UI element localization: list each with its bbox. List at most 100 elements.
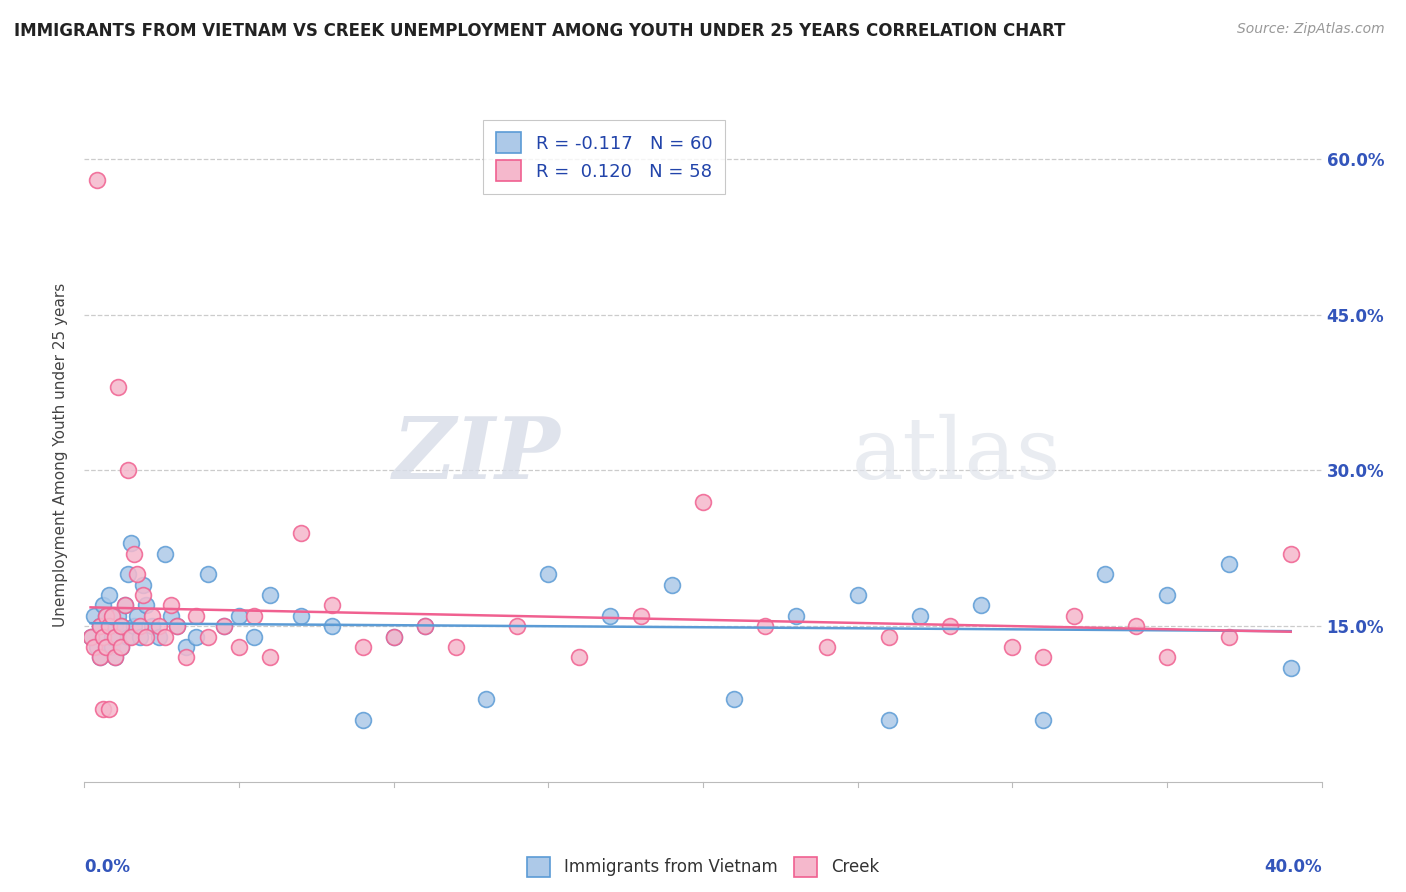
- Point: [1156, 588, 1178, 602]
- Point: [754, 619, 776, 633]
- Point: [166, 619, 188, 633]
- Point: [86, 640, 108, 654]
- Point: [101, 640, 124, 654]
- Point: [104, 619, 127, 633]
- Point: [599, 608, 621, 623]
- Point: [117, 463, 139, 477]
- Text: atlas: atlas: [852, 413, 1060, 497]
- Point: [101, 630, 124, 644]
- Point: [117, 630, 139, 644]
- Point: [135, 599, 157, 613]
- Point: [785, 608, 807, 623]
- Point: [176, 640, 198, 654]
- Point: [212, 619, 235, 633]
- Point: [413, 619, 436, 633]
- Point: [94, 608, 117, 623]
- Point: [91, 599, 114, 613]
- Point: [815, 640, 838, 654]
- Point: [723, 692, 745, 706]
- Point: [444, 640, 467, 654]
- Point: [107, 630, 129, 644]
- Text: ZIP: ZIP: [392, 413, 561, 497]
- Point: [1156, 650, 1178, 665]
- Point: [1032, 650, 1054, 665]
- Point: [110, 619, 132, 633]
- Point: [243, 608, 266, 623]
- Point: [1001, 640, 1024, 654]
- Point: [98, 619, 121, 633]
- Point: [129, 630, 152, 644]
- Point: [939, 619, 962, 633]
- Legend: Immigrants from Vietnam, Creek: Immigrants from Vietnam, Creek: [519, 849, 887, 885]
- Point: [382, 630, 405, 644]
- Point: [352, 640, 374, 654]
- Point: [89, 650, 111, 665]
- Point: [122, 619, 145, 633]
- Point: [148, 619, 170, 633]
- Point: [197, 630, 219, 644]
- Point: [89, 650, 111, 665]
- Point: [114, 599, 136, 613]
- Point: [1218, 630, 1240, 644]
- Point: [160, 608, 183, 623]
- Point: [94, 640, 117, 654]
- Point: [228, 640, 250, 654]
- Point: [352, 713, 374, 727]
- Point: [98, 619, 121, 633]
- Point: [114, 599, 136, 613]
- Point: [290, 525, 312, 540]
- Point: [104, 630, 127, 644]
- Point: [568, 650, 591, 665]
- Point: [1032, 713, 1054, 727]
- Point: [1094, 567, 1116, 582]
- Point: [1218, 557, 1240, 571]
- Point: [104, 650, 127, 665]
- Point: [506, 619, 529, 633]
- Point: [212, 619, 235, 633]
- Point: [101, 608, 124, 623]
- Point: [243, 630, 266, 644]
- Text: Source: ZipAtlas.com: Source: ZipAtlas.com: [1237, 22, 1385, 37]
- Point: [132, 588, 155, 602]
- Point: [83, 608, 105, 623]
- Text: IMMIGRANTS FROM VIETNAM VS CREEK UNEMPLOYMENT AMONG YOUTH UNDER 25 YEARS CORRELA: IMMIGRANTS FROM VIETNAM VS CREEK UNEMPLO…: [14, 22, 1066, 40]
- Point: [107, 380, 129, 394]
- Point: [110, 640, 132, 654]
- Point: [132, 578, 155, 592]
- Point: [1279, 661, 1302, 675]
- Point: [537, 567, 560, 582]
- Text: 40.0%: 40.0%: [1264, 858, 1322, 877]
- Point: [110, 619, 132, 633]
- Point: [120, 630, 142, 644]
- Point: [110, 640, 132, 654]
- Point: [1279, 547, 1302, 561]
- Point: [877, 713, 900, 727]
- Point: [86, 172, 108, 186]
- Point: [98, 702, 121, 716]
- Point: [141, 619, 163, 633]
- Text: 0.0%: 0.0%: [84, 858, 131, 877]
- Point: [94, 640, 117, 654]
- Point: [290, 608, 312, 623]
- Point: [104, 650, 127, 665]
- Point: [153, 630, 176, 644]
- Point: [176, 650, 198, 665]
- Point: [846, 588, 869, 602]
- Point: [91, 630, 114, 644]
- Point: [148, 630, 170, 644]
- Point: [141, 608, 163, 623]
- Point: [89, 619, 111, 633]
- Point: [661, 578, 683, 592]
- Point: [1063, 608, 1085, 623]
- Point: [135, 630, 157, 644]
- Point: [91, 702, 114, 716]
- Point: [228, 608, 250, 623]
- Point: [692, 494, 714, 508]
- Point: [79, 630, 101, 644]
- Point: [79, 630, 101, 644]
- Point: [98, 588, 121, 602]
- Point: [382, 630, 405, 644]
- Point: [413, 619, 436, 633]
- Point: [1125, 619, 1147, 633]
- Point: [83, 640, 105, 654]
